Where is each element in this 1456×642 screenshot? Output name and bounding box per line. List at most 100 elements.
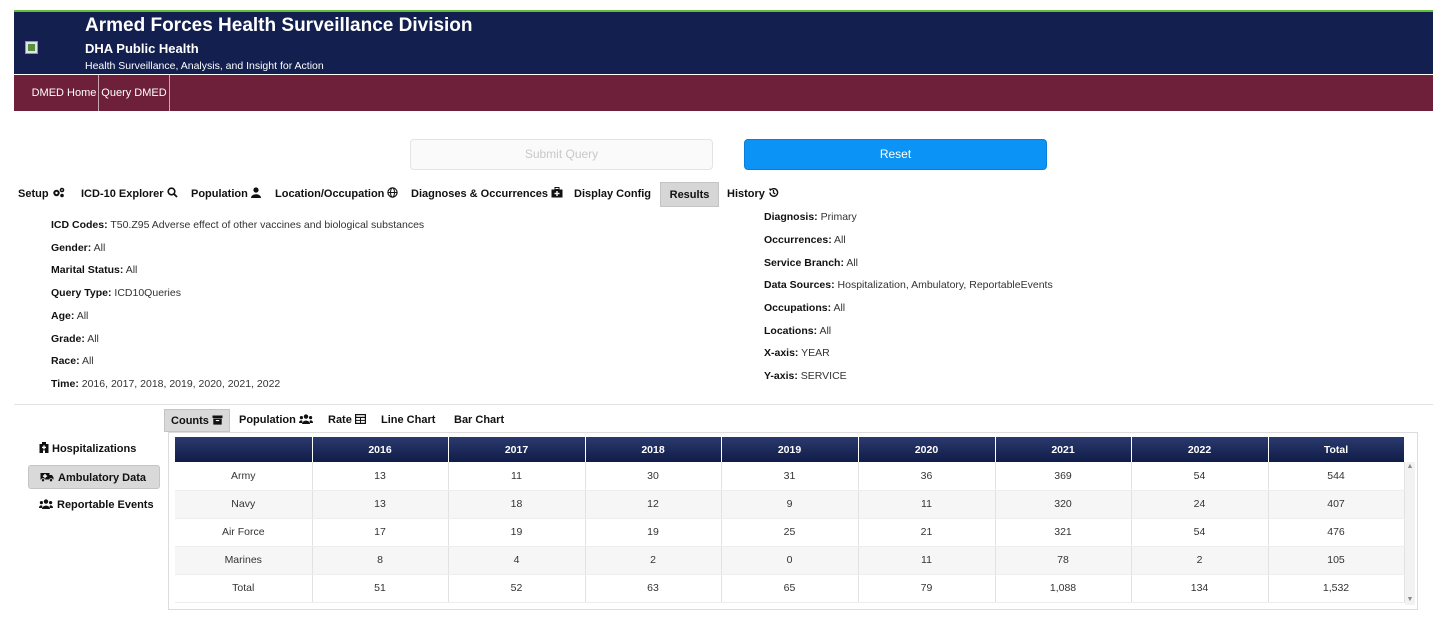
summary-gender: Gender: All xyxy=(51,242,106,254)
ambulance-icon xyxy=(40,467,54,491)
table-cell: 51 xyxy=(312,574,449,603)
column-header[interactable]: 2022 xyxy=(1131,437,1269,462)
column-header[interactable]: 2019 xyxy=(721,437,859,462)
column-header[interactable]: 2018 xyxy=(585,437,722,462)
table-cell: 13 xyxy=(312,462,449,491)
main-nav: DMED Home Query DMED xyxy=(14,75,1433,111)
subtab-bar-chart[interactable]: Bar Chart xyxy=(454,409,504,432)
tab-results-label: Results xyxy=(669,189,710,201)
table-cell: 134 xyxy=(1131,574,1269,603)
subtab-line-chart[interactable]: Line Chart xyxy=(381,409,435,432)
summary-locations: Locations: All xyxy=(764,325,832,337)
table-cell: 12 xyxy=(585,490,722,519)
table-cell: Army xyxy=(175,462,313,491)
scroll-down-arrow-icon[interactable]: ▼ xyxy=(1406,596,1414,603)
gears-icon xyxy=(52,183,65,208)
tab-results[interactable]: Results xyxy=(660,182,719,207)
summary-y-axis: Y-axis: SERVICE xyxy=(764,370,847,382)
table-cell: 63 xyxy=(585,574,722,603)
table-cell: Total xyxy=(175,574,313,603)
site-header: Armed Forces Health Surveillance Divisio… xyxy=(14,10,1433,74)
subtab-counts[interactable]: Counts xyxy=(164,409,230,432)
tab-display-config-label: Display Config xyxy=(574,188,652,200)
table-cell: 105 xyxy=(1268,546,1405,575)
site-title: Armed Forces Health Surveillance Divisio… xyxy=(85,15,473,36)
table-cell: 544 xyxy=(1268,462,1405,491)
table-cell: 79 xyxy=(858,574,996,603)
tab-population[interactable]: Population xyxy=(191,182,261,207)
summary-age: Age: All xyxy=(51,310,89,322)
results-grid: 2016 2017 2018 2019 2020 2021 2022 Total… xyxy=(168,432,1418,610)
table-cell: 78 xyxy=(995,546,1132,575)
tab-icd10-explorer[interactable]: ICD-10 Explorer xyxy=(81,182,178,207)
search-icon xyxy=(166,183,178,208)
column-header[interactable]: Total xyxy=(1268,437,1405,462)
site-subtitle: DHA Public Health xyxy=(85,41,199,56)
table-cell: 9 xyxy=(721,490,859,519)
summary-occupations: Occupations: All xyxy=(764,302,846,314)
globe-icon xyxy=(387,183,399,208)
table-cell: 476 xyxy=(1268,518,1405,547)
tab-display-config[interactable]: Display Config xyxy=(574,182,651,207)
tab-icd10-explorer-label: ICD-10 Explorer xyxy=(81,188,164,200)
source-reportable-events[interactable]: Reportable Events xyxy=(28,493,154,517)
table-cell: 8 xyxy=(312,546,449,575)
table-cell: 11 xyxy=(858,490,996,519)
summary-race: Race: All xyxy=(51,355,94,367)
column-header[interactable]: 2020 xyxy=(858,437,996,462)
column-header[interactable]: 2021 xyxy=(995,437,1132,462)
tab-population-label: Population xyxy=(191,188,248,200)
column-header[interactable]: 2016 xyxy=(312,437,449,462)
summary-icd-codes: ICD Codes: T50.Z95 Adverse effect of oth… xyxy=(51,219,425,231)
table-cell: 52 xyxy=(448,574,586,603)
tab-location-occupation[interactable]: Location/Occupation xyxy=(275,182,399,208)
user-icon xyxy=(250,183,261,208)
table-cell: 19 xyxy=(448,518,586,547)
table-header-row: 2016 2017 2018 2019 2020 2021 2022 Total xyxy=(175,437,1405,462)
table-cell: 4 xyxy=(448,546,586,575)
table-icon xyxy=(354,410,366,432)
tab-diagnoses-occurrences-label: Diagnoses & Occurrences xyxy=(411,188,548,200)
tab-history[interactable]: History xyxy=(727,182,779,207)
table-cell: 31 xyxy=(721,462,859,491)
reset-button[interactable]: Reset xyxy=(744,139,1047,170)
table-row: Army 13 11 30 31 36 369 54 544 xyxy=(175,462,1405,491)
tab-history-label: History xyxy=(727,188,765,200)
tab-setup[interactable]: Setup xyxy=(18,182,65,207)
table-cell: 65 xyxy=(721,574,859,603)
column-header[interactable] xyxy=(175,437,313,462)
table-cell: 321 xyxy=(995,518,1132,547)
table-cell: Marines xyxy=(175,546,313,575)
nav-dmed-home[interactable]: DMED Home xyxy=(30,75,99,111)
source-ambulatory-data[interactable]: Ambulatory Data xyxy=(28,465,160,489)
submit-query-button[interactable]: Submit Query xyxy=(410,139,713,170)
subtab-rate[interactable]: Rate xyxy=(328,409,366,432)
nav-query-dmed[interactable]: Query DMED xyxy=(99,75,170,111)
table-row: Marines 8 4 2 0 11 78 2 105 xyxy=(175,546,1405,575)
tab-location-occupation-label: Location/Occupation xyxy=(275,188,385,200)
subtab-population[interactable]: Population xyxy=(239,409,313,432)
tab-diagnoses-occurrences[interactable]: Diagnoses & Occurrences xyxy=(411,182,563,207)
scroll-up-arrow-icon[interactable]: ▲ xyxy=(1406,463,1414,470)
summary-service-branch: Service Branch: All xyxy=(764,257,858,269)
table-cell: Navy xyxy=(175,490,313,519)
table-cell: 13 xyxy=(312,490,449,519)
table-cell: 407 xyxy=(1268,490,1405,519)
users-icon xyxy=(298,410,313,432)
summary-x-axis: X-axis: YEAR xyxy=(764,347,830,359)
column-header[interactable]: 2017 xyxy=(448,437,586,462)
logo-image-icon xyxy=(25,41,38,54)
source-hospitalizations-label: Hospitalizations xyxy=(52,443,137,455)
medkit-icon xyxy=(551,183,563,208)
summary-grade: Grade: All xyxy=(51,333,99,345)
results-panel xyxy=(14,404,1433,610)
table-cell: 0 xyxy=(721,546,859,575)
counts-table: 2016 2017 2018 2019 2020 2021 2022 Total… xyxy=(175,437,1405,603)
table-row: Navy 13 18 12 9 11 320 24 407 xyxy=(175,490,1405,519)
source-hospitalizations[interactable]: Hospitalizations xyxy=(28,437,136,461)
summary-time: Time: 2016, 2017, 2018, 2019, 2020, 2021… xyxy=(51,378,281,390)
source-ambulatory-data-label: Ambulatory Data xyxy=(58,472,147,484)
table-cell: 2 xyxy=(1131,546,1269,575)
vertical-scrollbar[interactable]: ▲ ▼ xyxy=(1405,462,1415,605)
summary-occurrences: Occurrences: All xyxy=(764,234,846,246)
